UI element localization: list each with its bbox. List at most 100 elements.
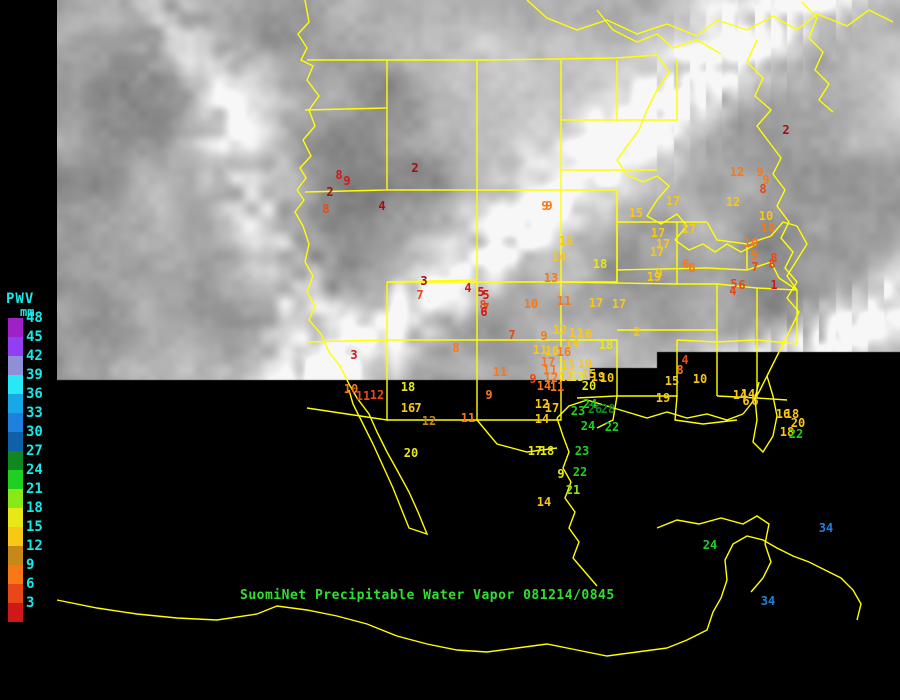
station-pwv-value: 11 — [355, 389, 371, 403]
station-pwv-value: 12 — [369, 388, 385, 402]
station-pwv-value: 22 — [604, 420, 620, 434]
legend-swatch — [8, 565, 23, 584]
station-pwv-value: 8 — [452, 341, 460, 355]
station-pwv-value: 9 — [762, 173, 770, 187]
station-pwv-value: 17 — [665, 194, 681, 208]
legend-swatch — [8, 489, 23, 508]
station-pwv-value: 6 — [738, 278, 746, 292]
station-pwv-value: 21 — [565, 483, 581, 497]
station-pwv-value: 9 — [756, 165, 764, 179]
station-pwv-value: 24 — [702, 538, 718, 552]
station-pwv-value: 5 — [730, 277, 738, 291]
station-pwv-value: 10 — [523, 297, 539, 311]
station-pwv-value: 10 — [692, 372, 708, 386]
legend-tick-label: 18 — [26, 500, 43, 516]
station-pwv-value: 16 — [775, 407, 791, 421]
station-pwv-value: 23 — [570, 404, 586, 418]
station-pwv-value: 23 — [574, 444, 590, 458]
station-pwv-value: 14 — [740, 387, 756, 401]
legend-tick-label: 9 — [26, 557, 35, 573]
station-pwv-value: 10 — [760, 221, 776, 235]
station-pwv-value: 4 — [464, 281, 472, 295]
station-pwv-value: 9 — [343, 174, 351, 188]
station-pwv-value: 15 — [628, 206, 644, 220]
station-pwv-value: 2 — [411, 161, 419, 175]
station-pwv-value: 12 — [725, 195, 741, 209]
legend-swatch — [8, 413, 23, 432]
station-pwv-value: 2 — [782, 123, 790, 137]
station-pwv-value: 6 — [480, 305, 488, 319]
station-pwv-value: 18 — [400, 380, 416, 394]
station-pwv-value: 10 — [343, 382, 359, 396]
station-pwv-value: 8 — [479, 298, 487, 312]
legend-tick-label: 27 — [26, 443, 43, 459]
political-borders — [56, 0, 894, 657]
station-pwv-value: 16 — [577, 327, 593, 341]
legend-unit-label: mm — [20, 305, 35, 319]
station-pwv-value: 7 — [416, 288, 424, 302]
station-pwv-value: 15 — [664, 374, 680, 388]
legend-tick-label: 48 — [26, 310, 43, 326]
station-pwv-value: 19 — [655, 391, 671, 405]
station-pwv-value: 20 — [403, 446, 419, 460]
legend-tick-label: 30 — [26, 424, 43, 440]
station-pwv-value: 9 — [485, 388, 493, 402]
station-pwv-value: 8 — [676, 363, 684, 377]
station-pwv-value: 17 — [544, 401, 560, 415]
station-pwv-value: 8 — [759, 182, 767, 196]
station-pwv-value: 5 — [482, 288, 490, 302]
station-pwv-value: 16 — [558, 234, 574, 248]
station-pwv-value: 12 — [729, 165, 745, 179]
station-pwv-value: 8 — [335, 168, 343, 182]
station-pwv-value: 10 — [544, 344, 560, 358]
legend-swatch — [8, 432, 23, 451]
map-vector-overlay — [56, 0, 894, 657]
station-pwv-value: 3 — [420, 274, 428, 288]
legend-swatch — [8, 470, 23, 489]
station-pwv-value: 18 — [779, 425, 795, 439]
station-pwv-value: 15 — [560, 358, 576, 372]
station-pwv-value: 11 — [542, 363, 558, 377]
station-pwv-value: 8 — [768, 257, 776, 271]
station-pwv-value: 8 — [322, 202, 330, 216]
station-pwv-value: 9 — [557, 467, 565, 481]
station-pwv-value: 10 — [599, 371, 615, 385]
pwv-colorbar-legend: PWV mm 48 45 42 39 36 33 30 27 24 21 18 15 12 9 6 3 — [0, 0, 57, 622]
station-pwv-value: 24 — [582, 397, 598, 411]
station-pwv-value: 18 — [598, 338, 614, 352]
station-pwv-value: 6 — [682, 257, 690, 271]
station-pwv-value: 7 — [414, 401, 422, 415]
station-pwv-value: 11 — [568, 326, 584, 340]
station-pwv-value: 19 — [590, 370, 606, 384]
station-pwv-value: 14 — [536, 495, 552, 509]
station-pwv-value: 4 — [378, 199, 386, 213]
station-pwv-value: 34 — [818, 521, 834, 535]
station-pwv-value: 4 — [681, 353, 689, 367]
station-pwv-value: 2 — [633, 325, 641, 339]
legend-tick-label: 42 — [26, 348, 43, 364]
station-pwv-value: 19 — [646, 270, 662, 284]
station-pwv-value: 3 — [350, 348, 358, 362]
legend-swatch — [8, 603, 23, 622]
legend-tick-label: 3 — [26, 595, 35, 611]
legend-tick-label: 6 — [26, 576, 35, 592]
station-pwv-value: 18 — [592, 257, 608, 271]
station-pwv-value: 11 — [460, 411, 476, 425]
legend-swatch — [8, 337, 23, 356]
station-pwv-value: 17 — [611, 297, 627, 311]
legend-tick-label: 15 — [26, 519, 43, 535]
station-pwv-value: 9 — [540, 329, 548, 343]
station-pwv-value: 9 — [529, 372, 537, 386]
station-pwv-value: 15 — [581, 367, 597, 381]
station-pwv-value: 20 — [790, 416, 806, 430]
legend-swatch — [8, 394, 23, 413]
legend-tick-label: 39 — [26, 367, 43, 383]
station-pwv-value: 12 — [421, 414, 437, 428]
station-pwv-value: 11 — [549, 380, 565, 394]
station-pwv-value: 12 — [543, 371, 559, 385]
station-pwv-value: 13 — [543, 271, 559, 285]
legend-tick-label: 36 — [26, 386, 43, 402]
station-pwv-value: 8 — [770, 251, 778, 265]
legend-swatch — [8, 375, 23, 394]
